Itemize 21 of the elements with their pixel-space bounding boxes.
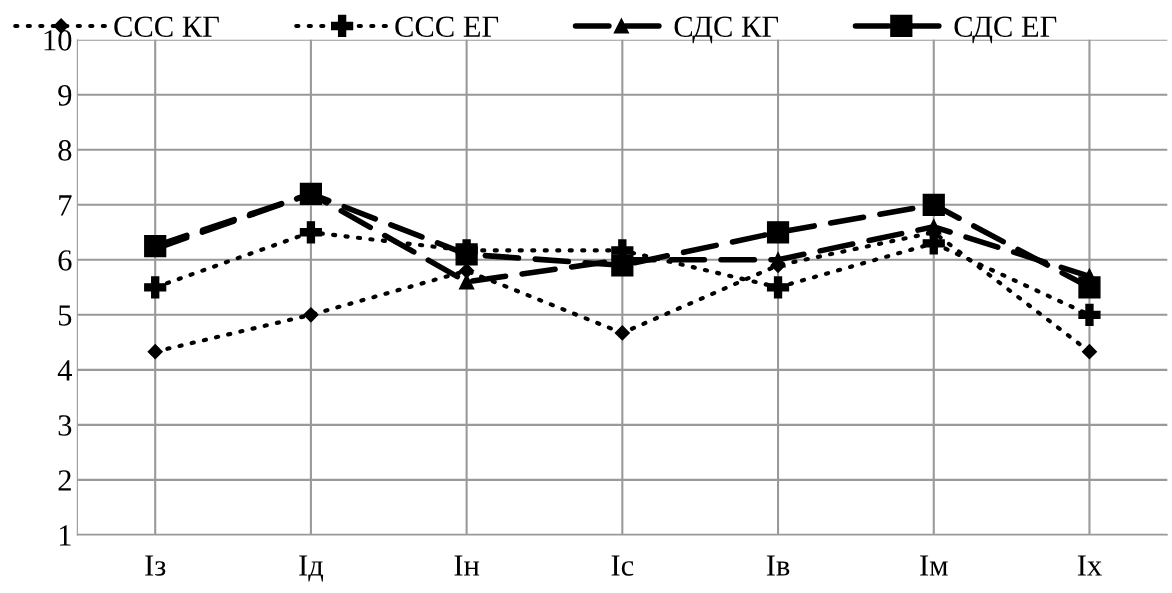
x-tick-label: Із: [145, 555, 166, 576]
legend-label: СДС ЕГ: [954, 16, 1057, 44]
legend-label: ССС ЕГ: [395, 16, 499, 37]
x-tick-label: Іс: [611, 555, 634, 576]
x-tick-label: Ін: [454, 555, 480, 576]
y-tick-label: 10: [44, 30, 72, 51]
legend-label: СДС КГ: [674, 16, 779, 44]
y-tick-label: 5: [58, 305, 72, 326]
y-tick-label: 1: [59, 525, 71, 546]
y-tick-label: 7: [59, 195, 72, 216]
y-tick-label: 8: [58, 140, 72, 161]
y-tick-label: 9: [58, 85, 72, 106]
legend-label: ССС КГ: [114, 16, 219, 37]
x-tick-label: Ім: [920, 555, 948, 576]
y-tick-label: 3: [58, 415, 72, 436]
x-tick-label: Іх: [1077, 555, 1102, 576]
y-tick-label: 4: [57, 360, 73, 381]
x-tick-label: Ід: [299, 555, 324, 582]
x-tick-label: Ів: [766, 555, 790, 576]
y-tick-label: 6: [58, 250, 72, 271]
y-tick-label: 2: [58, 470, 71, 491]
